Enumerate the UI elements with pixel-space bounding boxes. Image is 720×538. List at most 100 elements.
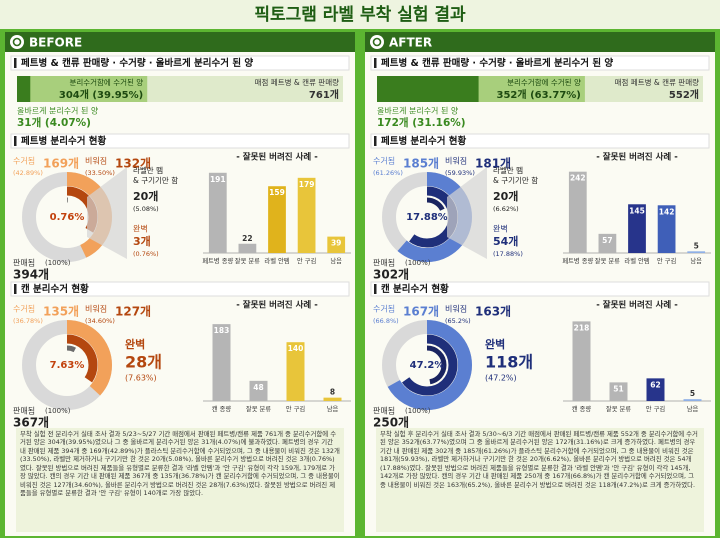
emptied-pct: (33.50%) xyxy=(85,169,115,177)
bar xyxy=(249,380,268,401)
sold-value: 250개 xyxy=(373,416,409,430)
collected-bar xyxy=(17,76,148,102)
bar-value: 22 xyxy=(242,234,252,243)
ring-arc xyxy=(36,334,98,396)
perfect-name: 완벽 xyxy=(125,337,145,351)
side-pct: (6.62%) xyxy=(493,205,519,213)
collected-pct: (42.89%) xyxy=(13,169,43,177)
emptied-pct: (59.93%) xyxy=(445,169,475,177)
collected-pct: (61.26%) xyxy=(373,169,403,177)
side-pct: (5.08%) xyxy=(133,205,159,213)
bar xyxy=(208,172,227,253)
correct-value: 172개 (31.16%) xyxy=(377,116,466,129)
heading-bar xyxy=(14,58,17,68)
center-label: 17.88% xyxy=(406,212,448,223)
bar-value: 8 xyxy=(330,388,335,397)
center-label: 47.2% xyxy=(410,360,445,371)
recycle-icon xyxy=(370,35,384,49)
bar-category: 캔 종량 xyxy=(572,404,592,413)
collected-value: 352개 (63.77%) xyxy=(497,88,581,101)
note: 부착 실험 후 분리수거 실태 조사 결과 5/30~6/3 기간 매점에서 판… xyxy=(376,428,704,532)
bar-value: 218 xyxy=(574,323,590,332)
heading-bar xyxy=(374,136,377,146)
heading-bg xyxy=(370,281,710,297)
collected-name: 분리수거함에 수거된 양 xyxy=(69,77,143,87)
collected-value: 304개 (39.95%) xyxy=(59,88,143,101)
emptied-name: 비워짐 xyxy=(445,304,467,314)
sold-name: 판매됨 xyxy=(373,407,395,416)
heading-bg xyxy=(370,55,710,71)
bar xyxy=(687,251,706,253)
collected-value: 185개 xyxy=(403,157,439,171)
bar-category: 안 구김 xyxy=(297,256,316,265)
bar-category: 페트병 종량 xyxy=(562,256,593,265)
ring-arc xyxy=(22,320,112,410)
chart-heading: - 잘못된 버려진 사례 - xyxy=(596,300,678,311)
heading-bg xyxy=(370,133,710,149)
emptied-pct: (65.2%) xyxy=(445,317,471,325)
collected-name: 수거됨 xyxy=(13,305,35,314)
bar-category: 남음 xyxy=(327,404,339,413)
correct-name: 올바르게 분리수거 된 양 xyxy=(377,106,459,116)
panel-label: BEFORE xyxy=(29,36,82,50)
bar-category: 캔 종량 xyxy=(212,404,232,413)
title-band xyxy=(0,0,720,29)
collected-value: 167개 xyxy=(403,305,439,319)
perfect-value: 118개 xyxy=(485,353,533,372)
emptied-name: 비워짐 xyxy=(445,156,467,166)
collected-name: 분리수거함에 수거된 양 xyxy=(507,77,581,87)
sold-value: 367개 xyxy=(13,416,49,430)
ring-arc xyxy=(382,320,472,410)
bar xyxy=(598,233,617,253)
sold-name: 판매됨 xyxy=(13,407,35,416)
sold-pct: (100%) xyxy=(405,407,431,415)
ring-arc xyxy=(396,334,458,396)
sold-name: 판매됨 xyxy=(13,259,35,268)
bar-category: 잘못 분류 xyxy=(606,405,631,413)
bar xyxy=(568,171,587,253)
connector xyxy=(87,167,127,259)
bar-category: 안 구김 xyxy=(286,404,305,413)
side-value: 20개 xyxy=(133,189,158,203)
bar-value: 242 xyxy=(570,174,586,183)
sold-value: 761개 xyxy=(309,88,339,101)
heading-bar xyxy=(14,284,17,294)
bar-value: 62 xyxy=(650,380,660,389)
heading-bg xyxy=(10,281,350,297)
side-name: & 구기기만 함 xyxy=(133,176,178,185)
section-heading: 캔 분리수거 현황 xyxy=(381,283,449,295)
collected-name: 수거됨 xyxy=(373,305,395,314)
emptied-value: 127개 xyxy=(115,305,151,319)
chart-heading: - 잘못된 버려진 사례 - xyxy=(596,152,678,163)
bar xyxy=(327,236,346,253)
perfect-pct: (17.88%) xyxy=(493,250,523,258)
bar xyxy=(572,321,591,401)
correct-bar xyxy=(377,76,479,102)
collected-value: 169개 xyxy=(43,157,79,171)
side-name: 라벨만 뗌 xyxy=(133,165,163,175)
bar xyxy=(657,205,676,253)
side-name: 라벨만 뗌 xyxy=(493,165,523,175)
bar-value: 51 xyxy=(613,384,623,393)
emptied-pct: (34.60%) xyxy=(85,317,115,325)
bar xyxy=(609,382,628,401)
correct-bar xyxy=(17,76,31,102)
bar xyxy=(683,399,702,401)
correct-value: 31개 (4.07%) xyxy=(17,116,91,129)
emptied-name: 비워짐 xyxy=(85,156,107,166)
recycle-icon-inner xyxy=(372,37,382,47)
bar-category: 남음 xyxy=(690,256,702,265)
bar-value: 142 xyxy=(659,207,675,216)
section-heading: 페트병 & 캔류 판매량 · 수거량 · 올바르게 분리수거 된 양 xyxy=(381,57,613,69)
section-heading: 페트병 분리수거 현황 xyxy=(21,135,107,147)
perfect-value: 28개 xyxy=(125,353,162,372)
side-name: & 구기기만 함 xyxy=(493,176,538,185)
perfect-value: 3개 xyxy=(133,234,151,248)
connector xyxy=(447,167,487,259)
collected-pct: (36.78%) xyxy=(13,317,43,325)
emptied-value: 163개 xyxy=(475,305,511,319)
collected-value: 135개 xyxy=(43,305,79,319)
bar-value: 183 xyxy=(214,326,230,335)
bar-value: 145 xyxy=(629,206,645,215)
bar-category: 남음 xyxy=(330,256,342,265)
